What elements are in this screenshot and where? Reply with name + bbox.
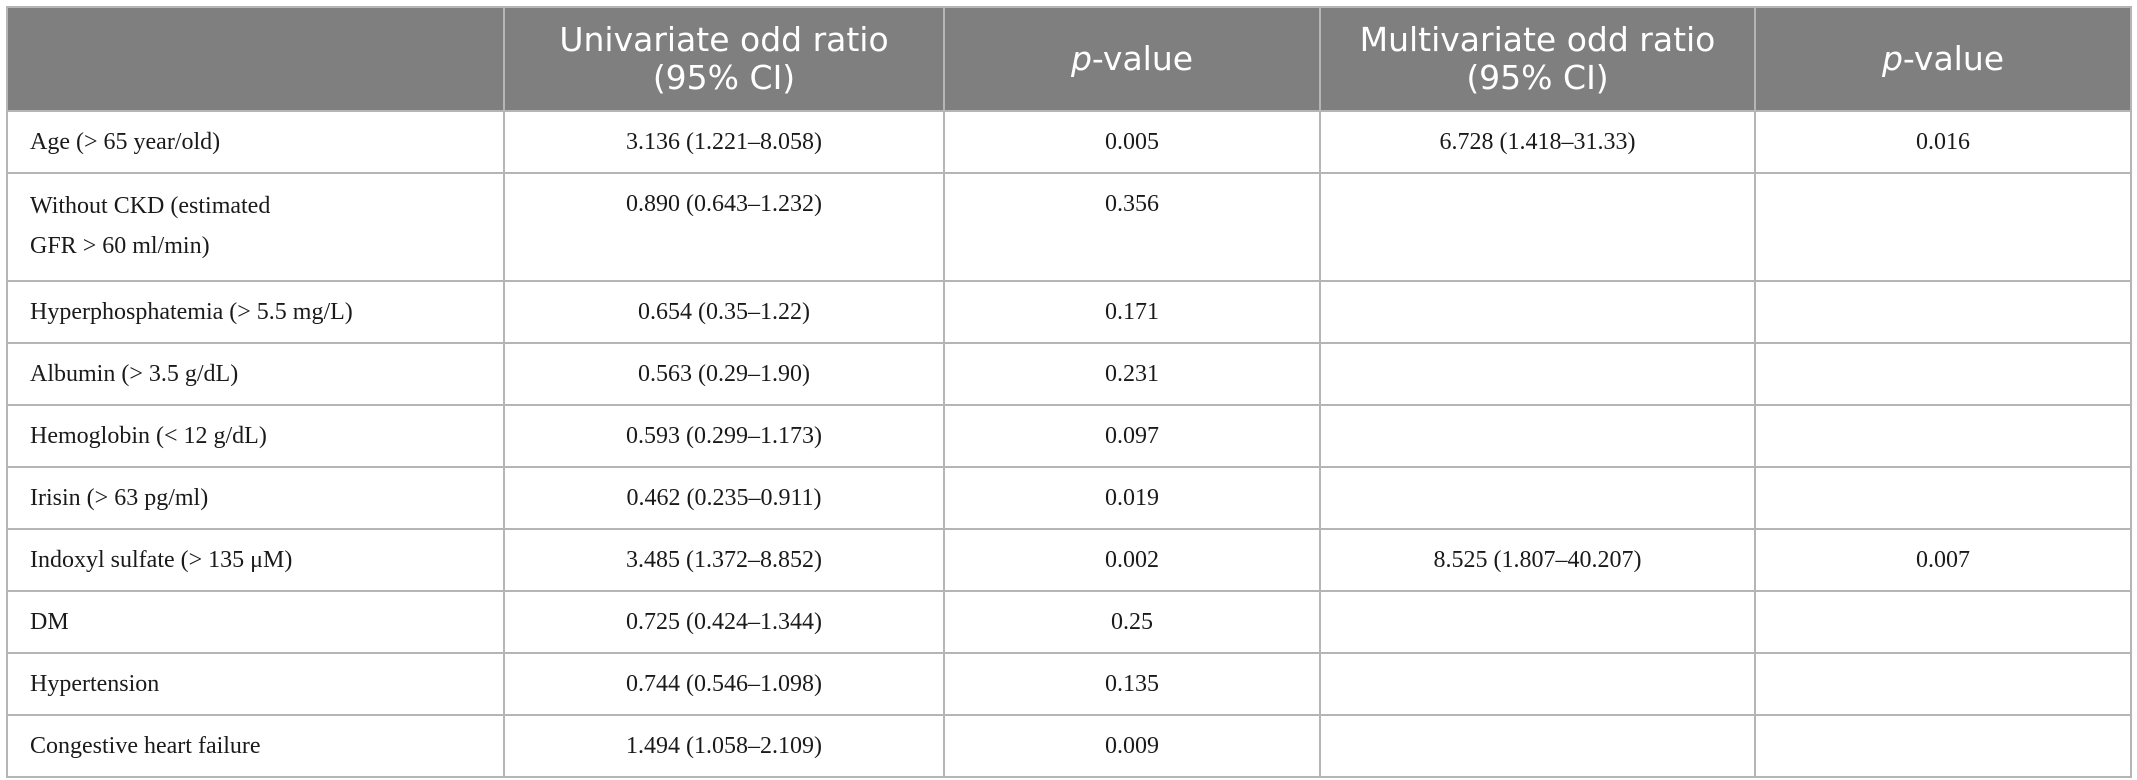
univariate-p-value-cell: 0.135 [943, 652, 1321, 716]
univariate-odd-ratio-cell: 0.593 (0.299–1.173) [503, 404, 945, 468]
univariate-odd-ratio-cell: 0.744 (0.546–1.098) [503, 652, 945, 716]
multivariate-odd-ratio-cell: 8.525 (1.807–40.207) [1319, 528, 1756, 592]
row-label: Without CKD (estimated GFR > 60 ml/min) [6, 172, 505, 282]
multivariate-p-value-cell [1754, 652, 2132, 716]
row-label: Albumin (> 3.5 g/dL) [6, 342, 505, 406]
header-p-rest: -value [1091, 39, 1194, 78]
header-p-rest: -value [1902, 39, 2005, 78]
multivariate-odd-ratio-cell [1319, 404, 1756, 468]
univariate-p-value-cell: 0.356 [943, 172, 1321, 282]
multivariate-p-value-cell: 0.007 [1754, 528, 2132, 592]
row-label: Hemoglobin (< 12 g/dL) [6, 404, 505, 468]
header-multivariate-odd-ratio: Multivariate odd ratio (95% CI) [1319, 6, 1756, 112]
univariate-odd-ratio-cell: 0.654 (0.35–1.22) [503, 280, 945, 344]
univariate-p-value-cell: 0.009 [943, 714, 1321, 778]
univariate-odd-ratio-cell: 0.462 (0.235–0.911) [503, 466, 945, 530]
row-label: Hyperphosphatemia (> 5.5 mg/L) [6, 280, 505, 344]
multivariate-odd-ratio-cell [1319, 714, 1756, 778]
header-univariate-odd-ratio: Univariate odd ratio (95% CI) [503, 6, 945, 112]
univariate-p-value-cell: 0.097 [943, 404, 1321, 468]
multivariate-p-value-cell [1754, 172, 2132, 282]
header-multivariate-line1: Multivariate odd ratio [1359, 20, 1716, 59]
multivariate-p-value-cell [1754, 714, 2132, 778]
row-label: DM [6, 590, 505, 654]
header-multivariate-line2: (95% CI) [1466, 58, 1609, 97]
univariate-p-value-cell: 0.231 [943, 342, 1321, 406]
row-label: Age (> 65 year/old) [6, 110, 505, 174]
multivariate-p-value-cell: 0.016 [1754, 110, 2132, 174]
multivariate-odd-ratio-cell [1319, 466, 1756, 530]
univariate-odd-ratio-cell: 1.494 (1.058–2.109) [503, 714, 945, 778]
table-row: Albumin (> 3.5 g/dL) 0.563 (0.29–1.90) 0… [6, 342, 2132, 406]
multivariate-odd-ratio-cell [1319, 172, 1756, 282]
header-univariate-line2: (95% CI) [652, 58, 796, 97]
univariate-p-value-cell: 0.002 [943, 528, 1321, 592]
row-label-line2: GFR > 60 ml/min) [30, 233, 210, 259]
univariate-p-value-cell: 0.019 [943, 466, 1321, 530]
univariate-odd-ratio-cell: 0.725 (0.424–1.344) [503, 590, 945, 654]
row-label: Congestive heart failure [6, 714, 505, 778]
univariate-odd-ratio-cell: 0.563 (0.29–1.90) [503, 342, 945, 406]
multivariate-p-value-cell [1754, 342, 2132, 406]
univariate-p-value-cell: 0.25 [943, 590, 1321, 654]
row-label: Indoxyl sulfate (> 135 μM) [6, 528, 505, 592]
table-row: Indoxyl sulfate (> 135 μM) 3.485 (1.372–… [6, 528, 2132, 592]
row-label: Irisin (> 63 pg/ml) [6, 466, 505, 530]
multivariate-odd-ratio-cell: 6.728 (1.418–31.33) [1319, 110, 1756, 174]
multivariate-p-value-cell [1754, 590, 2132, 654]
table-row: Hypertension 0.744 (0.546–1.098) 0.135 [6, 652, 2132, 716]
table-row: Age (> 65 year/old) 3.136 (1.221–8.058) … [6, 110, 2132, 174]
header-univariate-p-value: p-value [943, 6, 1321, 112]
header-multivariate-p-value: p-value [1754, 6, 2132, 112]
row-label-line1: Without CKD (estimated [30, 193, 271, 219]
multivariate-p-value-cell [1754, 466, 2132, 530]
univariate-odd-ratio-cell: 3.485 (1.372–8.852) [503, 528, 945, 592]
table-row: Without CKD (estimated GFR > 60 ml/min) … [6, 172, 2132, 282]
multivariate-odd-ratio-cell [1319, 590, 1756, 654]
table-row: Irisin (> 63 pg/ml) 0.462 (0.235–0.911) … [6, 466, 2132, 530]
table-row: Hemoglobin (< 12 g/dL) 0.593 (0.299–1.17… [6, 404, 2132, 468]
univariate-odd-ratio-cell: 3.136 (1.221–8.058) [503, 110, 945, 174]
multivariate-odd-ratio-cell [1319, 652, 1756, 716]
header-p-italic: p [1881, 39, 1903, 78]
univariate-odd-ratio-cell: 0.890 (0.643–1.232) [503, 172, 945, 282]
table-header-row: Univariate odd ratio (95% CI) p-value Mu… [6, 6, 2132, 112]
univariate-p-value-cell: 0.005 [943, 110, 1321, 174]
odds-ratio-table: Univariate odd ratio (95% CI) p-value Mu… [6, 6, 2132, 778]
header-p-italic: p [1070, 39, 1092, 78]
multivariate-odd-ratio-cell [1319, 280, 1756, 344]
table-row: DM 0.725 (0.424–1.344) 0.25 [6, 590, 2132, 654]
header-variable [6, 6, 505, 112]
header-univariate-line1: Univariate odd ratio [559, 20, 889, 59]
multivariate-odd-ratio-cell [1319, 342, 1756, 406]
univariate-p-value-cell: 0.171 [943, 280, 1321, 344]
table-row: Hyperphosphatemia (> 5.5 mg/L) 0.654 (0.… [6, 280, 2132, 344]
table-row: Congestive heart failure 1.494 (1.058–2.… [6, 714, 2132, 778]
multivariate-p-value-cell [1754, 404, 2132, 468]
odds-ratio-table-container: Univariate odd ratio (95% CI) p-value Mu… [6, 6, 2132, 778]
multivariate-p-value-cell [1754, 280, 2132, 344]
row-label: Hypertension [6, 652, 505, 716]
